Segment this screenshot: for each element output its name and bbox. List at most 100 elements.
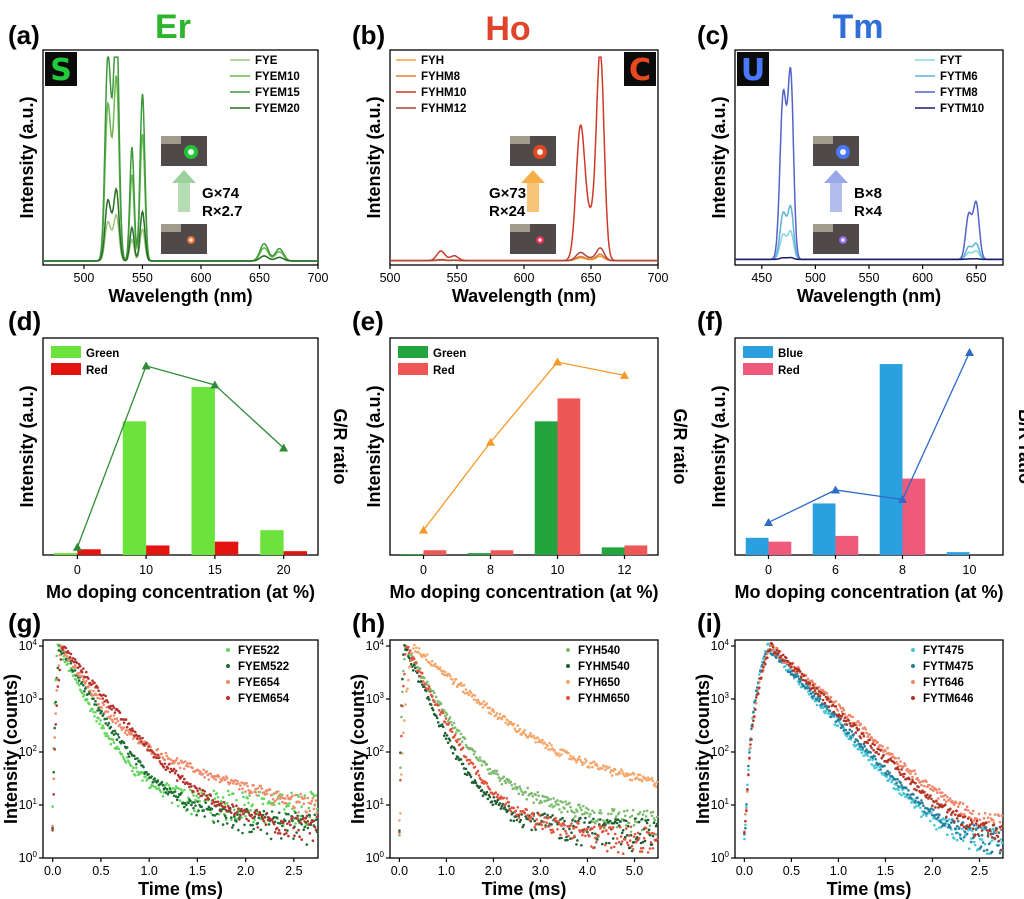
- x-tick-label: 0: [420, 563, 427, 577]
- decay-point-FYT475: [920, 815, 923, 819]
- decay-point-FYTM646: [868, 738, 871, 742]
- decay-point-FYT475: [885, 775, 888, 779]
- decay-point-FYT646: [931, 785, 934, 788]
- decay-point-FYH650: [418, 647, 421, 650]
- x-tick-label: 500: [74, 271, 95, 285]
- decay-point-FYTM475: [796, 675, 800, 678]
- y-axis-label: Intensity (a.u.): [709, 96, 729, 218]
- decay-point-FYH540: [526, 786, 529, 790]
- decay-point-FYT646: [894, 756, 897, 760]
- y-tick-label: 103: [366, 691, 385, 706]
- decay-point-FYE522: [267, 800, 271, 803]
- decay-point-FYEM654: [252, 816, 255, 820]
- decay-point-FYE654: [315, 811, 319, 814]
- decay-point-FYEM654: [307, 823, 311, 826]
- enhancement-red: R×24: [489, 203, 526, 220]
- decay-point-FYT646: [886, 746, 889, 750]
- decay-point-FYEM522: [176, 795, 180, 799]
- decay-point-FYT475: [894, 788, 897, 791]
- decay-point-FYT475: [898, 792, 901, 795]
- decay-point-FYH540: [651, 810, 655, 814]
- decay-point-FYEM654: [58, 668, 62, 672]
- decay-point-FYTM646: [933, 800, 936, 804]
- decay-point-FYH650: [636, 773, 640, 776]
- decay-point-FYE654: [82, 678, 85, 681]
- decay-point-FYH540: [594, 821, 597, 825]
- decay-point-FYE654: [57, 664, 61, 667]
- decay-point-FYE654: [102, 703, 105, 706]
- decay-point-FYTM475: [907, 789, 910, 792]
- decay-point-FYHM540: [566, 838, 569, 842]
- decay-point-FYEM522: [204, 801, 207, 805]
- decay-point-FYTM646: [774, 652, 778, 656]
- decay-point-FYEM522: [195, 813, 198, 817]
- decay-point-FYEM654: [289, 823, 292, 827]
- decay-point-FYH650: [406, 687, 409, 690]
- decay-point-FYHM540: [515, 818, 519, 822]
- decay-point-FYE522: [61, 658, 65, 661]
- decay-point-FYE654: [112, 714, 116, 717]
- decay-point-FYH650: [653, 782, 657, 785]
- decay-point-FYE654: [282, 796, 285, 800]
- decay-point-FYE654: [303, 797, 307, 800]
- decay-point-FYTM646: [976, 833, 980, 836]
- decay-point-FYE654: [247, 789, 250, 792]
- decay-point-FYHM540: [492, 796, 496, 799]
- decay-point-FYHM650: [430, 695, 434, 698]
- decay-point-FYEM654: [78, 664, 82, 668]
- decay-point-FYT475: [901, 788, 904, 792]
- decay-point-FYH540: [649, 811, 653, 814]
- decay-point-FYEM522: [173, 790, 177, 793]
- decay-point-FYE522: [137, 773, 140, 776]
- decay-point-FYT475: [743, 837, 746, 841]
- decay-point-FYTM475: [954, 827, 957, 830]
- decay-point-FYH650: [476, 698, 480, 702]
- decay-point-FYTM646: [777, 650, 781, 653]
- decay-point-FYEM522: [278, 822, 282, 825]
- decay-point-FYTM646: [831, 703, 835, 707]
- decay-point-FYHM540: [615, 821, 619, 825]
- decay-point-FYE522: [277, 802, 281, 805]
- decay-point-FYT475: [792, 676, 796, 680]
- decay-point-FYHM540: [499, 807, 503, 810]
- decay-point-FYE522: [176, 804, 180, 808]
- decay-point-FYE654: [273, 799, 277, 803]
- decay-point-FYE654: [169, 758, 173, 762]
- decay-point-FYEM654: [181, 774, 184, 778]
- decay-point-FYE654: [236, 779, 239, 783]
- decay-point-FYEM654: [226, 804, 230, 808]
- decay-point-FYEM654: [175, 779, 179, 782]
- decay-point-FYT475: [991, 827, 995, 831]
- decay-point-FYT475: [873, 766, 876, 770]
- decay-point-FYE522: [161, 795, 165, 798]
- decay-point-FYEM522: [302, 828, 306, 831]
- decay-point-FYEM654: [59, 658, 63, 661]
- decay-point-FYHM650: [534, 823, 537, 826]
- decay-point-FYEM522: [197, 809, 200, 812]
- decay-point-FYHM540: [652, 821, 656, 824]
- decay-point-FYEM654: [87, 677, 90, 680]
- decay-point-FYH540: [629, 830, 633, 834]
- decay-point-FYHM650: [586, 827, 589, 830]
- decay-point-FYTM646: [798, 670, 802, 673]
- decay-point-FYH650: [477, 700, 481, 704]
- decay-point-FYE522: [66, 662, 70, 665]
- decay-point-FYTM646: [790, 662, 794, 665]
- decay-point-FYTM475: [810, 695, 814, 699]
- decay-point-FYEM522: [308, 814, 312, 817]
- decay-point-FYTM475: [965, 832, 969, 836]
- decay-point-FYHM650: [449, 727, 453, 731]
- decay-point-FYE522: [223, 803, 227, 806]
- decay-point-FYHM540: [454, 757, 458, 761]
- decay-point-FYE654: [167, 757, 171, 760]
- decay-point-FYT646: [899, 760, 902, 763]
- decay-point-FYH650: [414, 650, 417, 653]
- decay-point-FYE522: [178, 799, 182, 802]
- decay-point-FYH650: [654, 785, 658, 788]
- decay-point-FYE522: [261, 802, 265, 806]
- decay-point-FYHM540: [406, 648, 409, 652]
- x-tick-label: 1.0: [140, 864, 157, 878]
- decay-point-FYEM654: [299, 821, 303, 824]
